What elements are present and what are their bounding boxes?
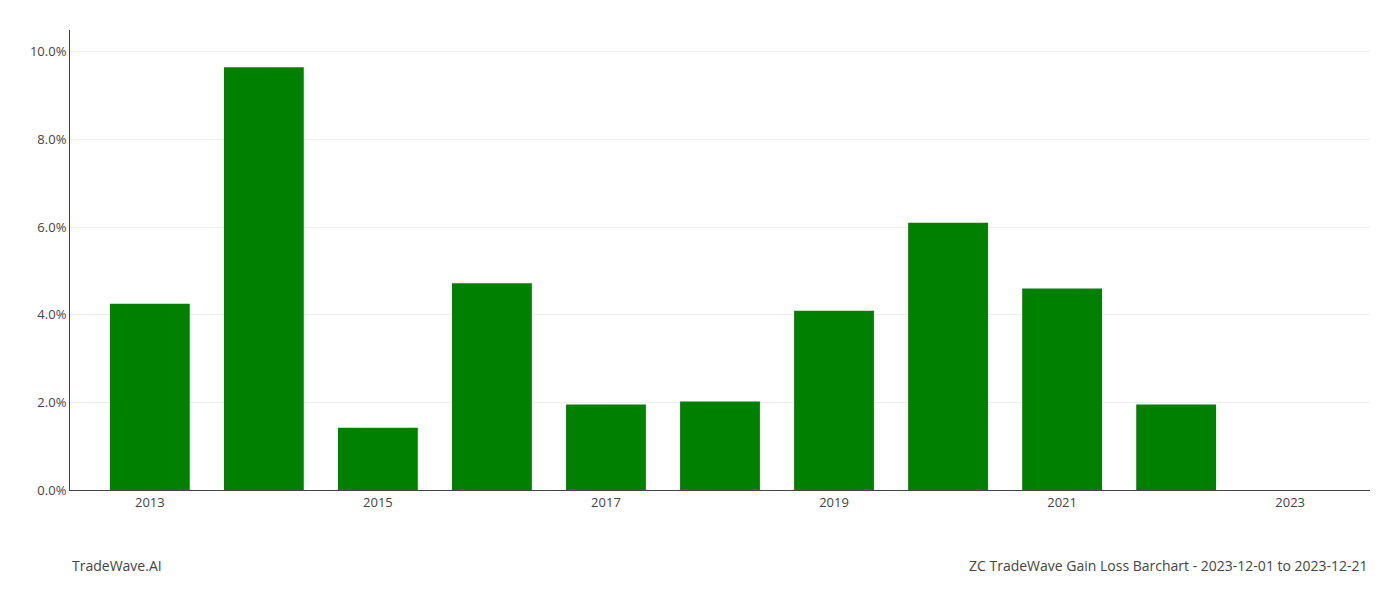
svg-text:2017: 2017 bbox=[591, 493, 621, 511]
svg-text:2023: 2023 bbox=[1275, 493, 1305, 511]
svg-text:2021: 2021 bbox=[1047, 493, 1077, 511]
svg-text:0.0%: 0.0% bbox=[37, 481, 66, 499]
svg-text:4.0%: 4.0% bbox=[37, 305, 66, 323]
svg-text:ZC TradeWave Gain Loss Barchar: ZC TradeWave Gain Loss Barchart - 2023-1… bbox=[969, 556, 1368, 575]
svg-text:6.0%: 6.0% bbox=[37, 218, 66, 236]
svg-text:2019: 2019 bbox=[819, 493, 849, 511]
svg-text:2015: 2015 bbox=[363, 493, 393, 511]
svg-text:10.0%: 10.0% bbox=[30, 42, 67, 60]
svg-text:8.0%: 8.0% bbox=[37, 130, 66, 148]
svg-text:TradeWave.AI: TradeWave.AI bbox=[72, 556, 162, 575]
svg-text:2.0%: 2.0% bbox=[37, 393, 66, 411]
svg-text:2013: 2013 bbox=[135, 493, 165, 511]
